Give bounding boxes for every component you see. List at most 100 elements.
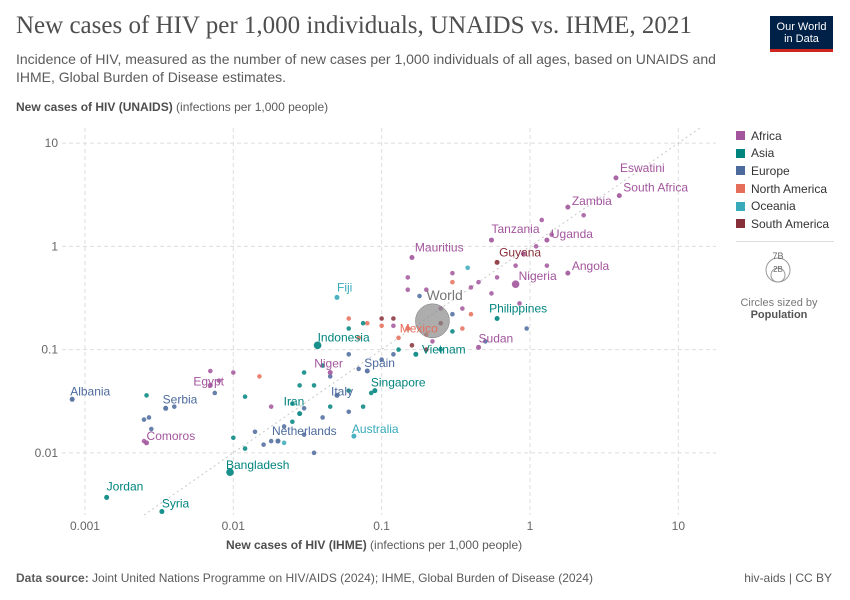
data-point [417,293,422,299]
legend-item-asia[interactable]: Asia [736,145,829,163]
legend-label: North America [751,181,828,196]
chart-title: New cases of HIV per 1,000 individuals, … [16,12,692,39]
point-guyana [494,259,500,265]
point-fiji [334,294,340,300]
legend-swatch [736,166,745,176]
data-point [356,366,361,372]
data-point [391,316,396,321]
data-point [549,232,554,237]
footer-license[interactable]: hiv-aids | CC BY [744,571,832,585]
y-tick-label: 1 [51,239,58,253]
data-point [520,251,526,256]
point-syria [159,509,165,515]
data-point [257,374,262,379]
data-point [261,442,266,447]
data-point [268,438,274,444]
point-mauritius [409,254,415,260]
data-point [424,347,429,352]
data-point [539,217,545,223]
label-angola: Angola [572,259,610,273]
data-point [460,306,465,311]
data-point [360,320,366,326]
legend-label: Africa [751,128,782,143]
x-tick-label: 0.01 [222,519,246,533]
data-point [544,263,550,268]
data-point [242,446,248,451]
label-niger: Niger [314,356,343,370]
data-point [468,311,474,317]
y-axis-label-unit: (infections per 1,000 people) [176,100,329,114]
data-point [405,275,411,280]
data-point [311,450,317,456]
data-point [405,287,411,293]
data-point [438,347,443,352]
source-text: Joint United Nations Programme on HIV/AI… [92,571,593,585]
label-syria: Syria [162,497,190,511]
label-egypt: Egypt [193,374,224,388]
x-axis-label-unit: (infections per 1,000 people) [370,538,523,552]
size-label-big: 7B [772,251,783,261]
label-serbia: Serbia [163,392,198,406]
point-italy [334,392,340,398]
data-point [450,329,455,334]
data-point [396,347,401,352]
data-point [301,370,307,375]
point-world [415,303,450,339]
data-point [212,390,218,396]
data-point [320,415,325,420]
label-bangladesh: Bangladesh [226,458,289,472]
point-nigeria [511,280,520,288]
x-tick-label: 10 [672,519,686,533]
x-axis-label: New cases of HIV (IHME) (infections per … [226,538,522,552]
label-sudan: Sudan [479,331,514,345]
label-world: World [426,287,462,303]
point-albania [69,396,75,402]
point-indonesia [313,341,322,350]
data-point [483,339,488,344]
source-label: Data source: [16,571,89,585]
point-zambia [565,204,571,210]
label-philippines: Philippines [489,302,547,316]
data-point [320,363,325,368]
point-iran [297,411,303,417]
point-netherlands [275,438,281,444]
data-points [69,175,622,515]
point-serbia [163,405,169,411]
region-legend: Africa Asia Europe North America Oceania Sout… [736,127,829,233]
legend-item-africa[interactable]: Africa [736,127,829,145]
data-point [364,320,370,326]
data-point [146,415,152,420]
label-tanzania: Tanzania [491,222,539,236]
data-point [424,287,429,293]
data-point [533,244,539,249]
label-fiji: Fiji [337,280,352,294]
legend-item-north-america[interactable]: North America [736,180,829,198]
y-tick-label: 0.01 [35,446,59,460]
size-legend: 7B 2B Circles sized by Population [730,248,840,321]
data-point [141,417,147,422]
label-guyana: Guyana [499,245,541,259]
size-circle-small [770,267,786,283]
point-sudan [476,344,482,350]
owid-logo[interactable]: Our World in Data [770,16,833,52]
data-point [281,424,287,429]
data-point [450,311,455,317]
y-tick-label: 0.1 [41,343,58,357]
data-point [581,212,586,218]
legend-swatch [736,201,745,211]
y-tick-label: 10 [45,136,59,150]
data-point [346,326,352,331]
label-comoros: Comoros [147,429,196,443]
legend-item-europe[interactable]: Europe [736,162,829,180]
data-point [460,326,465,331]
label-netherlands: Netherlands [272,424,337,438]
legend-item-south-america[interactable]: South America [736,215,829,233]
data-point [524,326,529,331]
tick-labels: 0.001 0.01 0.1 1 10 10 1 0.1 0.01 [35,136,686,533]
data-point [476,279,481,285]
point-mexico [405,326,411,332]
legend-item-oceania[interactable]: Oceania [736,197,829,215]
data-point [517,301,522,306]
x-tick-label: 0.1 [373,519,390,533]
data-point [489,291,494,296]
